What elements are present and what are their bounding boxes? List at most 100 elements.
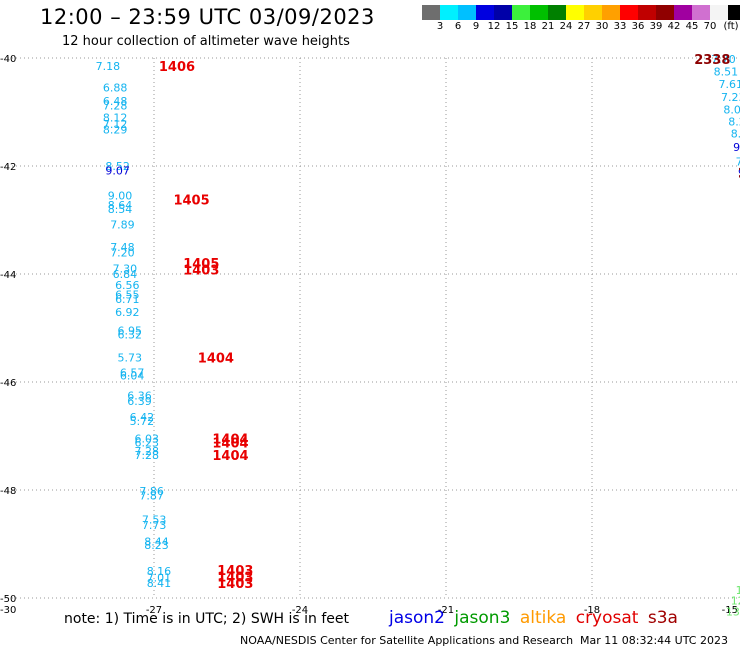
lon-tick-label: -21: [438, 605, 454, 616]
wave-height-value: 7.28: [135, 445, 160, 458]
legend-unit: (ft): [723, 21, 739, 32]
wave-height-value: 6.39: [127, 395, 152, 408]
legend-label: 39: [649, 21, 663, 32]
legend-label: 12: [487, 21, 501, 32]
map-note: note: 1) Time is in UTC; 2) SWH is in fe…: [64, 611, 350, 627]
lat-tick-label: -40: [0, 54, 16, 65]
wave-height-value: 6.56: [115, 279, 140, 292]
wave-height-value: 8.18: [731, 128, 740, 141]
wave-height-value: 7.48: [110, 241, 135, 254]
wave-height-value: 8.51: [714, 66, 739, 79]
wave-height-value: 13.60: [736, 584, 740, 597]
satellite-cryosat: cryosat: [575, 608, 648, 628]
wave-height-value: 8.00: [723, 103, 740, 116]
wave-height-value: 6.36: [127, 390, 152, 403]
wave-height-value: 8.54: [108, 203, 132, 216]
legend-swatch: [458, 5, 476, 20]
wave-height-value: 6.42: [130, 411, 155, 424]
satellite-altika: altika: [519, 608, 576, 628]
color-scale-legend: (ft) 3 6 9 12 15 18 21 24 27 30 33 36 39 42 45 70: [422, 5, 740, 34]
legend-swatch: [674, 5, 692, 20]
wave-height-value: 8.52: [105, 160, 130, 173]
wave-height-value: 7.28: [103, 100, 128, 113]
wave-height-value: 6.92: [115, 306, 140, 319]
legend-label: 18: [523, 21, 537, 32]
lat-tick-label: -44: [0, 270, 16, 281]
time-label: 1405: [173, 193, 209, 208]
wave-height-value: 5.72: [130, 415, 155, 428]
wave-height-value: 7.30: [113, 263, 138, 276]
wave-height-value: 6.48: [103, 95, 128, 108]
lon-tick-label: -15: [722, 605, 738, 616]
wave-height-value: 9.57: [738, 166, 740, 179]
time-label: 2338: [694, 53, 730, 68]
lon-tick-label: -30: [0, 605, 16, 616]
wave-height-value: 7.70: [711, 53, 736, 66]
wave-height-value: 8.28: [728, 116, 740, 129]
wave-height-value: 7.20: [110, 246, 135, 259]
time-label: 1404: [198, 352, 234, 367]
generated-timestamp: Mar 11 08:32:44 UTC 2023: [580, 634, 728, 647]
wave-height-value: 8.44: [144, 535, 169, 548]
legend-swatch: [422, 5, 440, 20]
wave-height-value: 12.89: [731, 595, 740, 608]
wave-height-value: 6.88: [103, 82, 128, 95]
time-labels: 1406140514051403140414041404140414031403…: [159, 53, 740, 592]
legend-swatch: [620, 5, 638, 20]
legend-labels: (ft) 3 6 9 12 15 18 21 24 27 30 33 36 39 42 45 70: [422, 20, 740, 34]
wave-height-value: 6.95: [118, 325, 143, 338]
time-label: 2337: [738, 166, 740, 181]
legend-label: 42: [667, 21, 681, 32]
time-label: 1403: [217, 564, 253, 579]
wave-height-value: 6.57: [120, 366, 145, 379]
wave-height-value: 9.06: [733, 141, 740, 154]
wave-height-value: 8.29: [103, 123, 128, 136]
time-label: 1404: [212, 433, 248, 448]
legend-swatch: [602, 5, 620, 20]
legend-swatch: [692, 5, 710, 20]
satellite-legend: jason2 jason3 altika cryosat s3a: [389, 608, 678, 628]
legend-swatch: [440, 5, 458, 20]
lat-tick-label: -46: [0, 378, 16, 389]
map-subtitle: 12 hour collection of altimeter wave hei…: [62, 34, 350, 49]
lon-tick-label: -18: [584, 605, 600, 616]
legend-swatch: [494, 5, 512, 20]
wave-height-value: 6.03: [135, 433, 160, 446]
legend-swatch: [728, 5, 740, 20]
time-label: 1403: [217, 577, 253, 592]
legend-swatch: [638, 5, 656, 20]
legend-swatch: [566, 5, 584, 20]
axis-ticks: -40 -42 -44 -46 -48 -50-30 -27 -24 -21 -18 -15: [0, 54, 738, 616]
satellite-s3a: s3a: [647, 608, 678, 628]
credit-text: NOAA/NESDIS Center for Satellite Applica…: [240, 634, 574, 647]
lon-tick-label: -27: [146, 605, 162, 616]
lat-tick-label: -42: [0, 162, 16, 173]
wave-height-value: 8.64: [108, 199, 132, 212]
legend-label: 30: [595, 21, 609, 32]
wave-height-value: 7.89: [110, 218, 135, 231]
wave-height-value: 8.12: [103, 111, 128, 124]
legend-swatch: [548, 5, 566, 20]
legend-label: 36: [631, 21, 645, 32]
time-label: 1404: [212, 449, 248, 464]
wave-height-value: 6.55: [115, 289, 140, 302]
wave-height-value: 6.71: [115, 293, 140, 306]
legend-label: 45: [685, 21, 699, 32]
wave-height-value: 6.23: [135, 436, 160, 449]
legend-swatch: [530, 5, 548, 20]
wave-height-value: 7.28: [135, 449, 160, 462]
legend-swatch: [476, 5, 494, 20]
wave-height-value: 6.04: [120, 370, 145, 383]
legend-label: 3: [436, 21, 444, 32]
legend-swatch: [710, 5, 728, 20]
map-title: 12:00 – 23:59 UTC 03/09/2023: [40, 5, 375, 29]
legend-swatch: [512, 5, 530, 20]
wave-height-values: 7.186.886.487.288.127.128.298.529.008.64…: [96, 53, 740, 618]
satellite-jason2: jason2: [389, 608, 455, 628]
time-label: 1406: [159, 60, 195, 75]
wave-height-value: 7.18: [96, 60, 121, 73]
wave-height-value: 7.61: [719, 78, 740, 91]
wave-height-value: 8.16: [147, 565, 172, 578]
legend-swatch: [584, 5, 602, 20]
